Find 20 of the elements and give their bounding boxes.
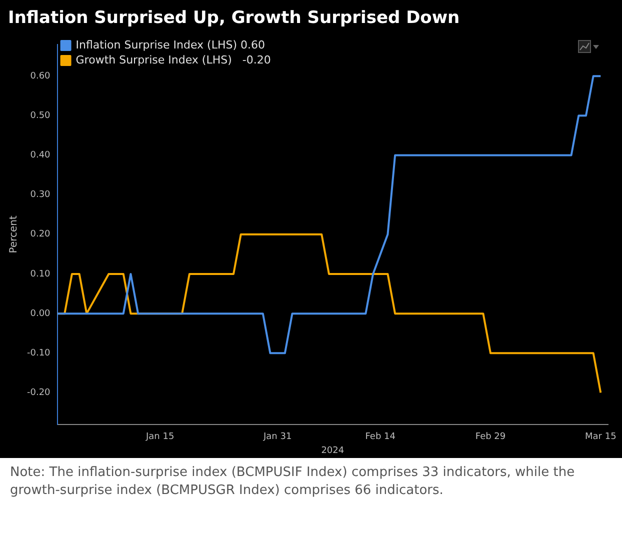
x-axis-title: 2024 — [321, 446, 344, 456]
y-axis-title: Percent — [8, 216, 20, 254]
legend-label: Growth Surprise Index (LHS) -0.20 — [76, 53, 271, 66]
y-tick-label: 0.60 — [30, 71, 51, 82]
chart-title: Inflation Surprised Up, Growth Surprised Down — [0, 0, 622, 36]
y-tick-label: 0.30 — [30, 190, 51, 200]
y-tick-label: 0.40 — [30, 150, 51, 161]
legend-label: Inflation Surprise Index (LHS) 0.60 — [76, 38, 266, 52]
x-tick-label: Jan 31 — [262, 432, 292, 442]
y-tick-label: -0.10 — [26, 348, 51, 358]
y-tick-label: 0.50 — [30, 110, 51, 121]
x-tick-label: Jan 15 — [144, 432, 174, 442]
text: Note: The inflation-surprise index (BCMPUSIF Index) comprises 33 indicators, while the growth-surprise index (BCMPUSGR Index) comprises 66 indicators. — [10, 464, 576, 500]
x-tick-label: Mar 15 — [585, 432, 616, 442]
x-tick-label: Feb 29 — [475, 432, 506, 442]
x-tick-label: Feb 14 — [365, 432, 396, 442]
y-tick-label: 0.10 — [30, 269, 51, 280]
y-tick-label: 0.00 — [30, 308, 51, 319]
y-tick-label: 0.20 — [30, 230, 51, 240]
y-tick-label: -0.20 — [26, 388, 51, 398]
